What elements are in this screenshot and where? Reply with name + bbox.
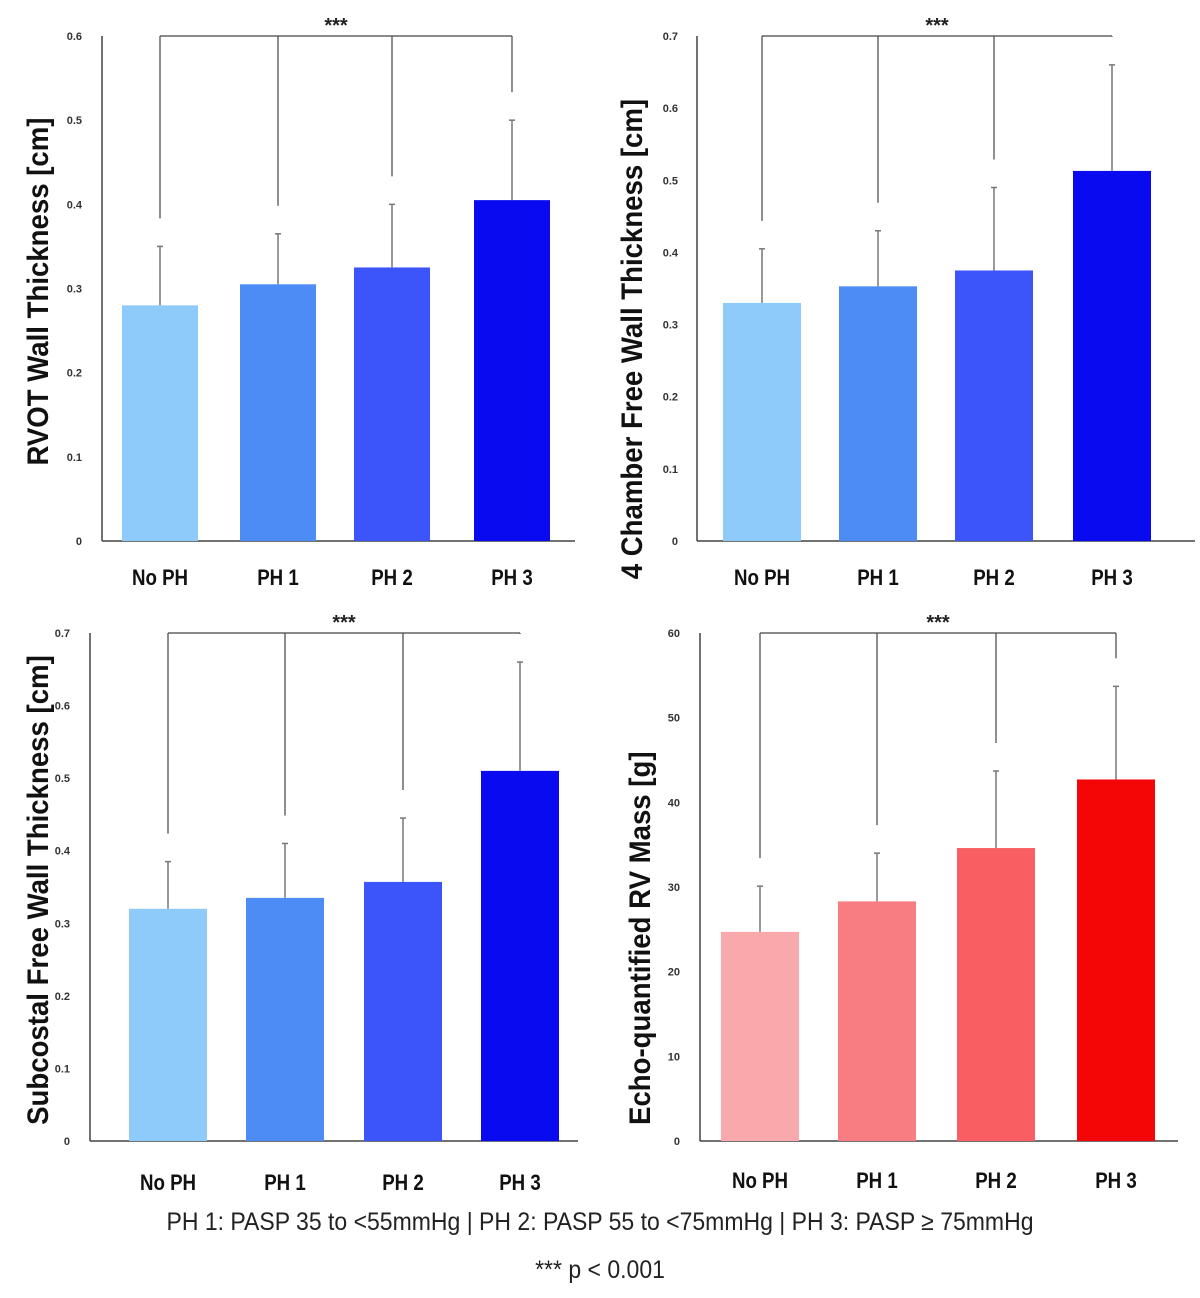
y-tick-label: 0.1: [663, 464, 678, 476]
x-tick-label: PH 1: [857, 567, 899, 591]
bar-ph-1: [838, 901, 916, 1141]
x-tick-label: No PH: [132, 567, 188, 591]
y-tick-label: 0.6: [67, 31, 82, 43]
significance-label: ***: [332, 612, 356, 634]
y-tick-label: 0.2: [663, 392, 678, 404]
significance-label: ***: [324, 15, 348, 37]
bar-ph-3: [1073, 170, 1151, 541]
x-tick-label: PH 3: [1095, 1170, 1137, 1194]
y-tick-label: 0.4: [663, 247, 679, 259]
significance-label: ***: [926, 612, 950, 634]
bar-no-ph: [129, 908, 207, 1141]
x-tick-label: PH 3: [1091, 567, 1133, 591]
y-tick-label: 60: [668, 628, 680, 640]
y-tick-label: 0.4: [67, 199, 83, 211]
x-tick-label: PH 3: [499, 1172, 541, 1196]
y-tick-label: 0.4: [55, 846, 71, 858]
y-tick-label: 0.6: [663, 103, 678, 115]
x-tick-label: PH 1: [856, 1170, 898, 1194]
y-tick-label: 0.3: [663, 320, 678, 332]
x-tick-label: PH 1: [257, 567, 299, 591]
y-tick-label: 50: [668, 713, 680, 725]
y-tick-label: 10: [668, 1051, 680, 1063]
bar-ph-3: [481, 770, 559, 1141]
x-tick-label: No PH: [732, 1170, 788, 1194]
y-tick-label: 30: [668, 882, 680, 894]
bar-no-ph: [721, 931, 799, 1141]
y-tick-label: 20: [668, 967, 680, 979]
x-tick-label: No PH: [734, 567, 790, 591]
x-tick-label: PH 3: [491, 567, 533, 591]
y-tick-label: 0.1: [55, 1063, 70, 1075]
y-tick-label: 0.6: [55, 701, 70, 713]
y-axis-label: RVOT Wall Thickness [cm]: [22, 118, 55, 466]
x-tick-label: PH 2: [975, 1170, 1017, 1194]
x-tick-label: PH 2: [371, 567, 413, 591]
y-axis-label: Echo-quantified RV Mass [g]: [624, 751, 657, 1125]
bar-ph-2: [364, 881, 442, 1141]
bar-ph-3: [474, 200, 550, 541]
y-tick-label: 0.2: [67, 368, 82, 380]
y-tick-label: 0.5: [55, 773, 70, 785]
y-tick-label: 0: [64, 1136, 70, 1148]
bar-no-ph: [723, 302, 801, 541]
y-axis-label: 4 Chamber Free Wall Thickness [cm]: [616, 99, 649, 579]
y-tick-label: 0: [76, 536, 82, 548]
bar-ph-2: [955, 270, 1033, 541]
bar-ph-2: [354, 267, 430, 541]
footnote-significance: *** p < 0.001: [535, 1256, 665, 1284]
x-tick-label: PH 1: [264, 1172, 306, 1196]
y-tick-label: 0.7: [663, 31, 678, 43]
bar-ph-1: [839, 286, 917, 541]
bar-ph-2: [957, 848, 1035, 1141]
y-tick-label: 0.5: [663, 175, 678, 187]
bar-no-ph: [122, 305, 198, 541]
y-tick-label: 0.5: [67, 115, 82, 127]
y-tick-label: 0.7: [55, 628, 70, 640]
x-tick-label: PH 2: [382, 1172, 424, 1196]
x-tick-label: No PH: [140, 1172, 196, 1196]
y-tick-label: 0.2: [55, 991, 70, 1003]
y-tick-label: 0.1: [67, 452, 82, 464]
significance-label: ***: [925, 15, 949, 37]
x-tick-label: PH 2: [973, 567, 1015, 591]
bar-ph-1: [240, 284, 316, 541]
y-tick-label: 40: [668, 797, 680, 809]
y-tick-label: 0: [672, 536, 678, 548]
y-tick-label: 0.3: [55, 918, 70, 930]
y-tick-label: 0: [674, 1136, 680, 1148]
y-tick-label: 0.3: [67, 284, 82, 296]
bar-ph-1: [246, 897, 324, 1141]
y-axis-label: Subcostal Free Wall Thickness [cm]: [22, 655, 55, 1125]
footnote-definitions: PH 1: PASP 35 to <55mmHg | PH 2: PASP 55…: [166, 1208, 1034, 1236]
bar-ph-3: [1077, 779, 1155, 1141]
